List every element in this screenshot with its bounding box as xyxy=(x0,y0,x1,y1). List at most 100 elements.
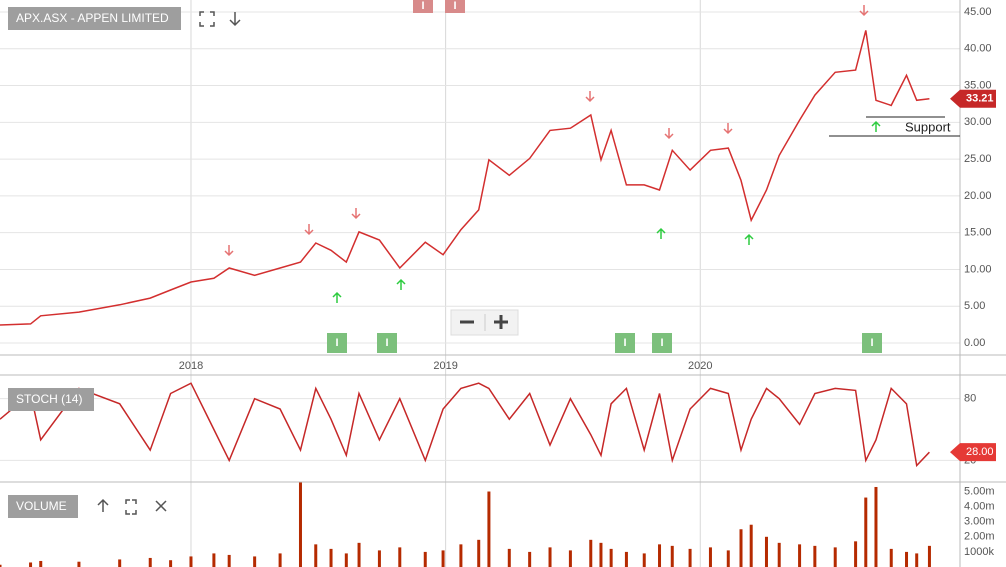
event-flag xyxy=(652,333,672,353)
buy-arrow xyxy=(871,120,881,132)
bar xyxy=(212,553,216,567)
bar xyxy=(118,559,122,567)
y-tick-label: 25.00 xyxy=(964,153,992,165)
y-tick-label: 35.00 xyxy=(964,79,992,91)
event-flag xyxy=(377,333,397,353)
bar xyxy=(344,553,348,567)
y-tick-label: 0.00 xyxy=(964,337,985,349)
y-tick-label: 45.00 xyxy=(964,6,992,18)
x-tick-label: 2018 xyxy=(179,360,203,372)
event-flag-label: I xyxy=(870,337,873,349)
event-flag-label: I xyxy=(421,0,424,12)
bar xyxy=(314,544,318,567)
bar xyxy=(169,560,173,567)
bar xyxy=(548,547,552,567)
y-tick-label: 10.00 xyxy=(964,263,992,275)
y-tick-label: 40.00 xyxy=(964,43,992,55)
line xyxy=(0,382,930,468)
bar xyxy=(148,557,152,567)
y-tick-label: 2.00m xyxy=(964,531,995,543)
bar xyxy=(398,547,402,567)
grid-layer xyxy=(0,0,960,567)
x-tick-label: 2020 xyxy=(688,360,712,372)
download-icon[interactable] xyxy=(229,12,241,27)
event-flag-label: I xyxy=(335,337,338,349)
bar xyxy=(764,536,768,567)
bar xyxy=(253,556,257,567)
y-tick-label: 4.00m xyxy=(964,501,995,513)
close-icon[interactable] xyxy=(155,500,167,512)
title-box[interactable] xyxy=(8,388,94,411)
x-tick-label: 2019 xyxy=(433,360,457,372)
panel-title: STOCH (14) xyxy=(16,392,82,406)
bar xyxy=(874,486,878,567)
event-flag-label: I xyxy=(623,337,626,349)
bar xyxy=(726,550,730,567)
fullscreen-icon[interactable] xyxy=(199,11,215,27)
event-flag xyxy=(615,333,635,353)
bar xyxy=(377,550,381,567)
fullscreen-icon[interactable] xyxy=(125,499,137,515)
sell-arrow xyxy=(224,245,234,257)
bar xyxy=(568,550,572,567)
y-tick-label: 3.00m xyxy=(964,516,995,528)
bar xyxy=(487,491,491,567)
sell-arrow xyxy=(304,224,314,236)
sell-arrow xyxy=(859,5,869,17)
bar xyxy=(278,553,282,567)
chart-title: APX.ASX - APPEN LIMITED xyxy=(16,11,169,25)
last-value: 33.21 xyxy=(966,93,994,105)
zoom-in[interactable] xyxy=(494,315,508,329)
event-flag xyxy=(445,0,465,13)
bar xyxy=(739,529,743,567)
buy-arrow xyxy=(396,278,406,290)
y-tick-label: 5.00 xyxy=(964,300,985,312)
y-tick-label: 15.00 xyxy=(964,227,992,239)
bar xyxy=(833,547,837,567)
title-box[interactable] xyxy=(8,495,78,518)
buy-arrow xyxy=(744,233,754,245)
bar xyxy=(39,560,43,567)
last-value: 28.00 xyxy=(966,446,994,458)
bar xyxy=(528,551,532,567)
bar xyxy=(889,548,893,567)
title-box[interactable] xyxy=(8,7,181,30)
bar xyxy=(624,551,628,567)
bar xyxy=(688,548,692,567)
bar xyxy=(77,561,81,567)
bar xyxy=(329,548,333,567)
event-flag xyxy=(327,333,347,353)
bar xyxy=(441,550,445,567)
bar xyxy=(357,542,361,567)
event-flag-label: I xyxy=(385,337,388,349)
last-value-tag xyxy=(950,443,996,462)
bar xyxy=(854,541,858,567)
marks-layer xyxy=(0,30,931,567)
bar xyxy=(927,545,931,567)
buy-arrow xyxy=(656,227,666,239)
sell-arrow xyxy=(585,91,595,103)
up-icon[interactable] xyxy=(97,498,109,512)
bar xyxy=(0,564,2,567)
bar xyxy=(915,553,919,567)
bar xyxy=(777,542,781,567)
bar xyxy=(864,497,868,567)
last-value-tag xyxy=(950,89,996,108)
bar xyxy=(708,547,712,567)
y-tick-label: 30.00 xyxy=(964,116,992,128)
bar xyxy=(477,539,481,567)
bar xyxy=(507,548,511,567)
bar xyxy=(798,544,802,567)
sell-arrow xyxy=(664,128,674,140)
event-flag xyxy=(862,333,882,353)
bar xyxy=(599,542,603,567)
bar xyxy=(813,545,817,567)
sell-arrow xyxy=(723,123,733,135)
sell-arrow xyxy=(351,208,361,220)
buy-arrow xyxy=(332,291,342,303)
bar xyxy=(658,544,662,567)
y-tick-label: 5.00m xyxy=(964,485,995,497)
event-flag-label: I xyxy=(453,0,456,12)
